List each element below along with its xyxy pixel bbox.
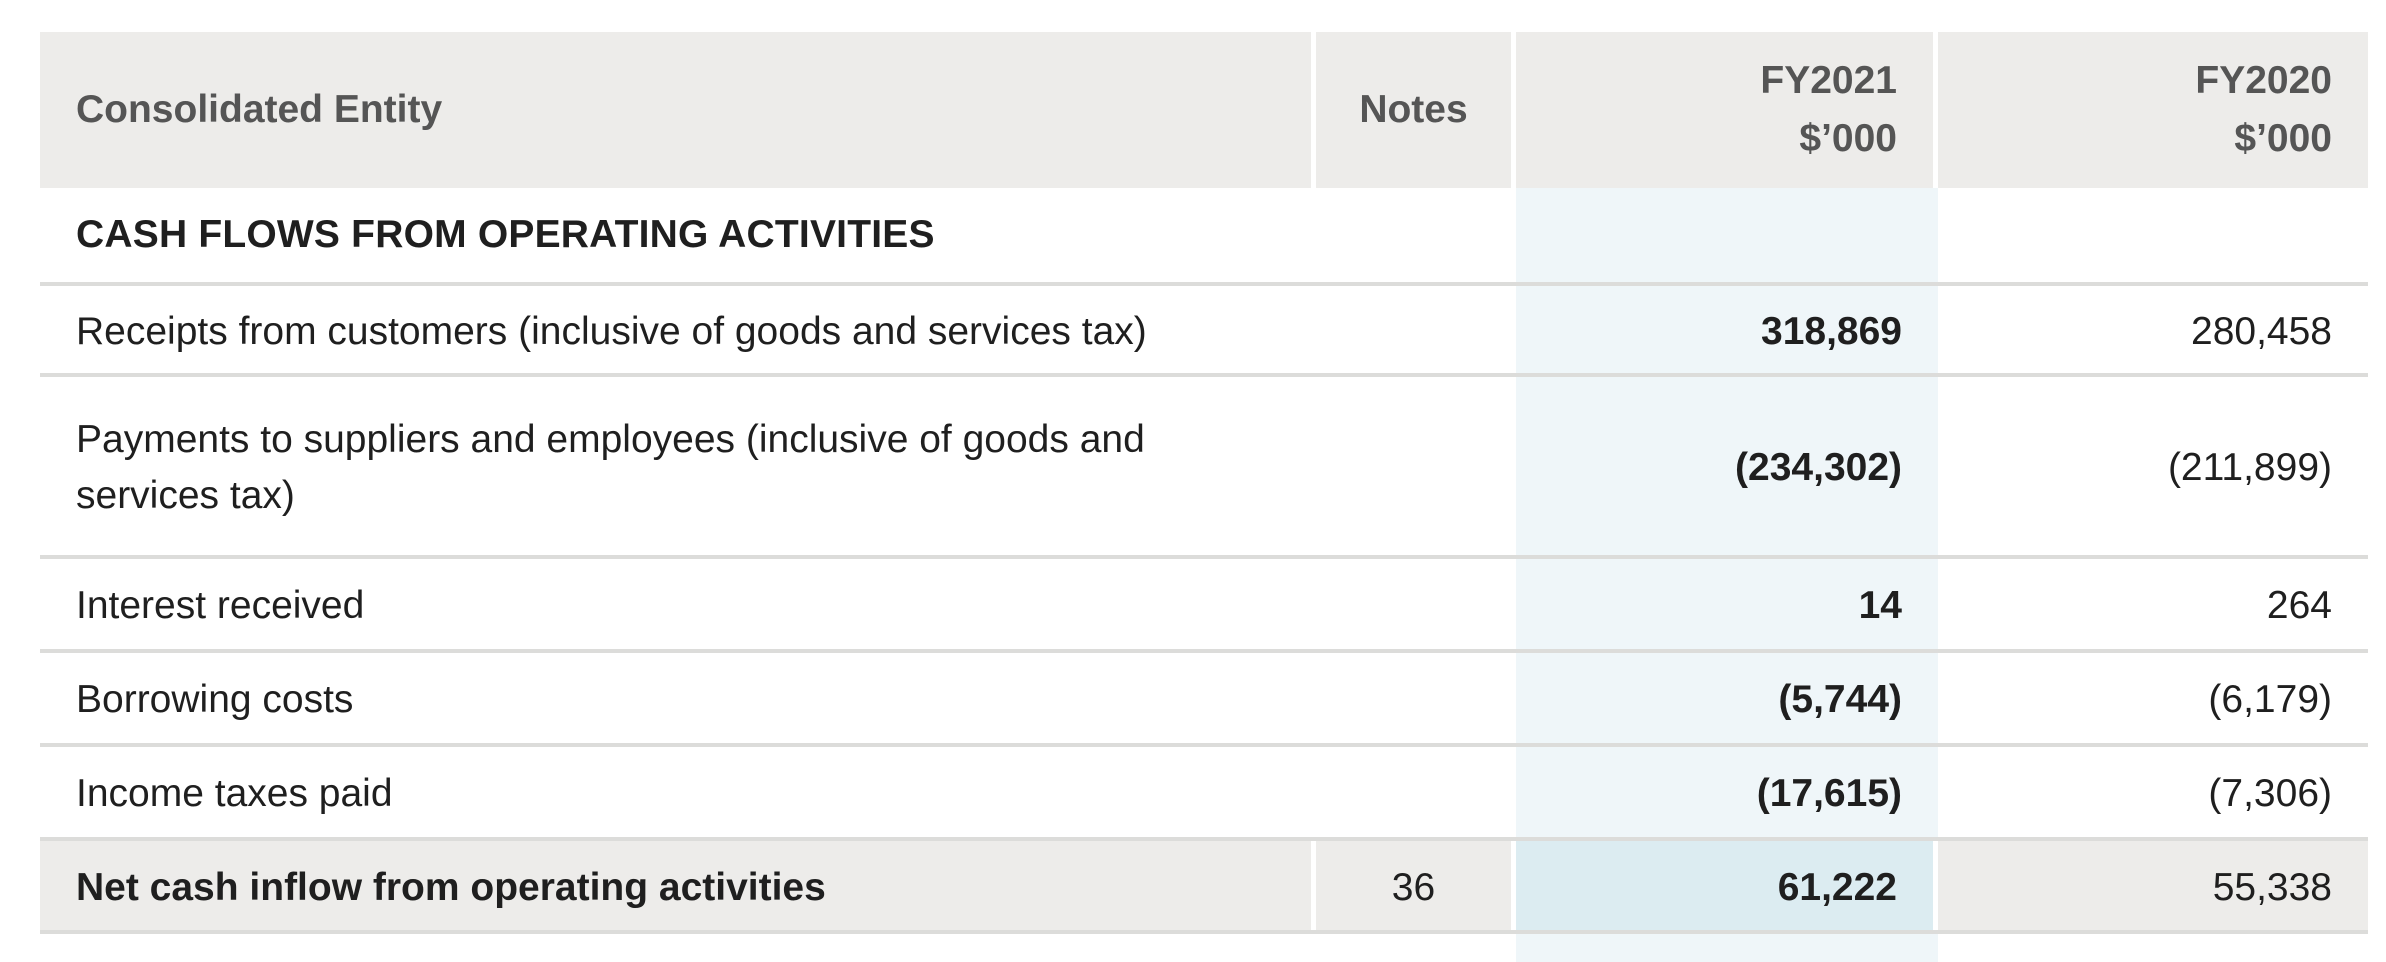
row-fy2021-value: (17,615) [1756,772,1902,815]
row-fy2020-value: (7,306) [2208,772,2332,815]
row-fy2021-value: 318,869 [1761,309,1902,353]
row-notes [1316,377,1516,559]
table-bottom-divider [40,930,2368,934]
row-label: Borrowing costs [76,678,354,721]
table-row: Payments to suppliers and employees (inc… [40,373,2368,559]
header-fy2021-year: FY2021 [1760,59,1897,102]
row-label: Interest received [76,584,365,627]
row-label: Income taxes paid [76,772,393,815]
total-label: Net cash inflow from operating activitie… [40,841,1316,934]
table-row: Income taxes paid (17,615) (7,306) [40,743,2368,841]
row-fy2020-value: 280,458 [2191,309,2332,353]
section-title: CASH FLOWS FROM OPERATING ACTIVITIES [76,213,935,256]
row-fy2020-value: (6,179) [2208,678,2332,721]
table-header-row: Consolidated Entity Notes FY2021 $’000 F… [40,32,2368,188]
header-entity: Consolidated Entity [40,32,1316,188]
total-fy2021-value: 61,222 [1516,841,1938,934]
header-fy2020-year: FY2020 [2195,59,2332,102]
header-fy2021: FY2021 $’000 [1516,32,1938,188]
header-notes: Notes [1316,32,1516,188]
row-fy2020-value: 264 [2266,584,2332,627]
table-row: Receipts from customers (inclusive of go… [40,282,2368,377]
total-notes: 36 [1316,841,1516,934]
header-fy2020: FY2020 $’000 [1938,32,2368,188]
header-fy2020-unit: $’000 [2234,117,2332,160]
table-row: Borrowing costs (5,744) (6,179) [40,649,2368,747]
row-notes [1316,559,1516,653]
row-fy2021-value: (234,302) [1735,446,1902,489]
row-notes [1316,286,1516,377]
row-label-text: Payments to suppliers and employees (inc… [76,418,1145,517]
row-notes [1316,747,1516,841]
total-row: Net cash inflow from operating activitie… [40,837,2368,934]
total-fy2020-value: 55,338 [1938,841,2368,934]
table-row: Interest received 14 264 [40,555,2368,653]
row-notes [1316,653,1516,747]
row-fy2021-value: 14 [1858,584,1902,627]
row-fy2020-value: (211,899) [2167,446,2332,489]
section-title-row: CASH FLOWS FROM OPERATING ACTIVITIES [40,188,2368,282]
header-fy2021-unit: $’000 [1799,117,1897,160]
cash-flow-table: Consolidated Entity Notes FY2021 $’000 F… [40,32,2368,962]
row-fy2021-value: (5,744) [1778,678,1902,721]
row-label: Receipts from customers (inclusive of go… [76,309,1147,353]
row-label: Payments to suppliers and employees (inc… [40,377,1316,559]
